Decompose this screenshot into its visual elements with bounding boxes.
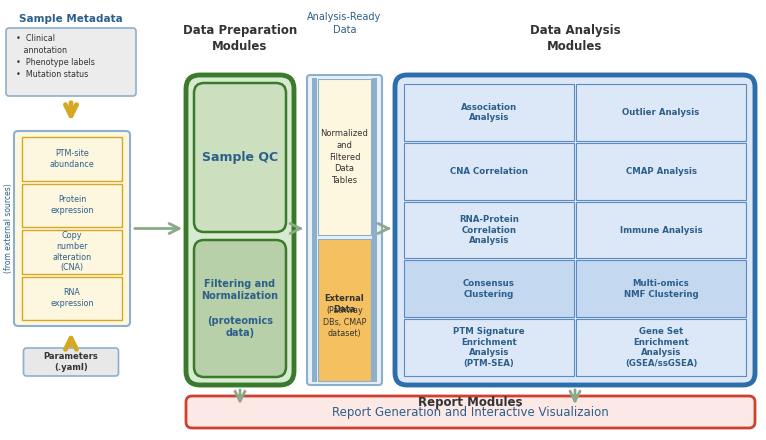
FancyBboxPatch shape: [194, 83, 286, 232]
Text: Gene Set
Enrichment
Analysis
(GSEA/ssGSEA): Gene Set Enrichment Analysis (GSEA/ssGSE…: [625, 327, 697, 368]
Text: RNA-Protein
Correlation
Analysis: RNA-Protein Correlation Analysis: [459, 215, 519, 245]
FancyBboxPatch shape: [186, 396, 755, 428]
Bar: [372, 78, 377, 382]
Bar: [318, 239, 371, 381]
FancyBboxPatch shape: [395, 75, 755, 385]
Bar: [22, 137, 122, 180]
FancyBboxPatch shape: [186, 75, 294, 385]
Text: Association
Analysis: Association Analysis: [461, 103, 517, 122]
FancyBboxPatch shape: [307, 75, 382, 385]
Text: RNA
expression: RNA expression: [51, 288, 93, 308]
Text: Filtering and
Normalization

(proteomics
data): Filtering and Normalization (proteomics …: [201, 279, 279, 338]
Text: •  Clinical
   annotation
•  Phenotype labels
•  Mutation status: • Clinical annotation • Phenotype labels…: [16, 34, 95, 80]
Bar: [576, 84, 746, 141]
Bar: [22, 276, 122, 320]
FancyBboxPatch shape: [24, 348, 119, 376]
Text: Data Analysis
Modules: Data Analysis Modules: [529, 24, 620, 53]
Bar: [404, 202, 574, 258]
Bar: [404, 143, 574, 200]
Text: Outlier Analysis: Outlier Analysis: [622, 108, 699, 117]
Text: Copy
number
alteration
(CNA): Copy number alteration (CNA): [52, 231, 92, 272]
Text: Parameters
(.yaml): Parameters (.yaml): [44, 352, 98, 372]
Bar: [576, 319, 746, 376]
Bar: [404, 319, 574, 376]
Text: Consensus
Clustering: Consensus Clustering: [463, 279, 515, 299]
Bar: [22, 183, 122, 227]
Bar: [318, 79, 371, 235]
Text: External
Data: External Data: [325, 294, 365, 314]
Text: (Pathway
DBs, CMAP
dataset): (Pathway DBs, CMAP dataset): [322, 306, 366, 337]
Bar: [312, 78, 317, 382]
Text: PTM Signature
Enrichment
Analysis
(PTM-SEA): PTM Signature Enrichment Analysis (PTM-S…: [453, 327, 525, 368]
Bar: [576, 143, 746, 200]
Text: PTM-site
abundance: PTM-site abundance: [50, 149, 94, 169]
Text: Report Generation and Interactive Visualizaion: Report Generation and Interactive Visual…: [332, 406, 609, 418]
Text: Report Modules: Report Modules: [418, 396, 522, 409]
Bar: [576, 202, 746, 258]
Text: Normalized
and
Filtered
Data
Tables: Normalized and Filtered Data Tables: [320, 129, 368, 185]
Text: CNA Correlation: CNA Correlation: [450, 167, 528, 176]
FancyBboxPatch shape: [14, 131, 130, 326]
Text: Data Preparation
Modules: Data Preparation Modules: [183, 24, 297, 53]
Bar: [404, 84, 574, 141]
Bar: [22, 230, 122, 274]
Text: Protein
expression: Protein expression: [51, 195, 93, 215]
Text: Analysis-Ready
Data: Analysis-Ready Data: [307, 12, 381, 35]
Text: Characterized Data
(from external sources): Characterized Data (from external source…: [0, 183, 13, 273]
Bar: [576, 260, 746, 317]
FancyBboxPatch shape: [194, 240, 286, 377]
Bar: [404, 260, 574, 317]
Text: Immune Analysis: Immune Analysis: [620, 225, 702, 235]
Text: Sample Metadata: Sample Metadata: [19, 14, 123, 24]
FancyBboxPatch shape: [6, 28, 136, 96]
Text: Sample QC: Sample QC: [202, 151, 278, 164]
Text: CMAP Analysis: CMAP Analysis: [626, 167, 696, 176]
Text: Multi-omics
NMF Clustering: Multi-omics NMF Clustering: [624, 279, 699, 299]
